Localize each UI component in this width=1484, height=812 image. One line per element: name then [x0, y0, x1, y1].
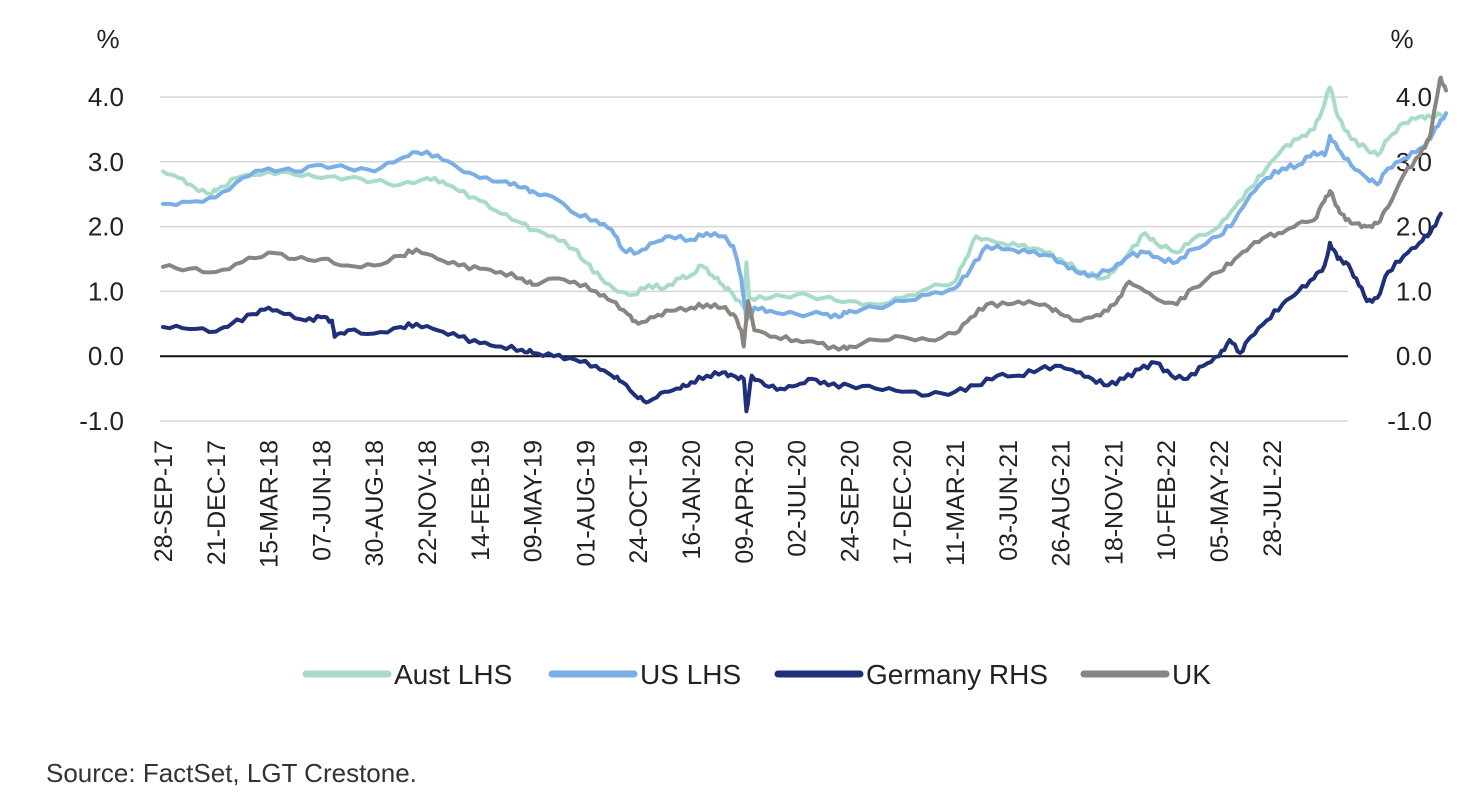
legend-label-uk: UK	[1172, 659, 1211, 690]
x-tick-label: 24-OCT-19	[625, 440, 653, 564]
left-y-tick-label: -1.0	[79, 406, 124, 436]
x-tick-label: 28-SEP-17	[150, 440, 178, 562]
x-tick-label: 14-FEB-19	[467, 440, 495, 561]
left-y-unit: %	[96, 24, 119, 54]
x-tick-label: 07-JUN-18	[308, 440, 336, 561]
x-tick-label: 03-JUN-21	[995, 440, 1023, 561]
right-y-axis: -1.00.01.02.03.04.0	[1387, 82, 1432, 436]
gridlines	[160, 96, 1348, 422]
x-tick-label: 21-DEC-17	[203, 440, 231, 565]
x-tick-label: 10-FEB-22	[1153, 440, 1181, 561]
line-chart: % % -1.0 0.0 1.0 2.0 3.0 4.0 -1.0 0.0 1.0 2.0 3.0…	[79, 24, 1448, 690]
x-tick-label: 30-AUG-18	[361, 440, 389, 566]
x-tick-label: 18-NOV-21	[1100, 440, 1128, 565]
right-y-tick-label: 4.0	[1396, 82, 1432, 112]
x-tick-label: 15-MAR-18	[256, 440, 284, 568]
x-tick-label: 22-NOV-18	[414, 440, 442, 565]
x-tick-label: 09-APR-20	[731, 440, 759, 564]
legend: Aust LHS US LHS Germany RHS UK	[302, 659, 1211, 690]
left-y-tick-label: 0.0	[88, 341, 124, 371]
x-tick-label: 26-AUG-21	[1048, 440, 1076, 566]
right-y-unit: %	[1390, 24, 1413, 54]
x-tick-label: 11-MAR-21	[942, 440, 970, 566]
series-line-uk	[161, 75, 1448, 352]
series-line-aust-lhs	[161, 85, 1443, 310]
right-y-tick-label: 1.0	[1396, 276, 1432, 306]
left-y-tick-label: 2.0	[88, 212, 124, 242]
left-y-axis: -1.0 0.0 1.0 2.0 3.0 4.0	[79, 82, 124, 436]
x-tick-label: 24-SEP-20	[836, 440, 864, 562]
left-y-tick-label: 3.0	[88, 147, 124, 177]
x-tick-label: 01-AUG-19	[572, 440, 600, 566]
x-tick-label: 09-MAY-19	[520, 440, 548, 562]
legend-label-germany-rhs: Germany RHS	[866, 659, 1048, 690]
x-tick-label: 17-DEC-20	[889, 440, 917, 565]
x-tick-label: 16-JAN-20	[678, 440, 706, 560]
left-y-tick-label: 4.0	[88, 82, 124, 112]
series-line-us-lhs	[161, 111, 1448, 323]
source-note: Source: FactSet, LGT Crestone.	[46, 758, 417, 788]
x-axis: 28-SEP-17 21-DEC-17 15-MAR-18 07-JUN-18 30-A…	[150, 440, 1287, 568]
series-lines	[161, 75, 1448, 414]
x-tick-label: 28-JUL-22	[1259, 440, 1287, 557]
right-y-tick-label: 0.0	[1396, 341, 1432, 371]
series-line-germany-rhs	[161, 211, 1443, 414]
left-y-tick-label: 1.0	[88, 276, 124, 306]
right-y-tick-label: -1.0	[1387, 406, 1432, 436]
x-tick-label: 02-JUL-20	[784, 440, 812, 557]
legend-label-us-lhs: US LHS	[640, 659, 741, 690]
x-tick-label: 05-MAY-22	[1206, 440, 1234, 562]
legend-label-aust-lhs: Aust LHS	[394, 659, 512, 690]
